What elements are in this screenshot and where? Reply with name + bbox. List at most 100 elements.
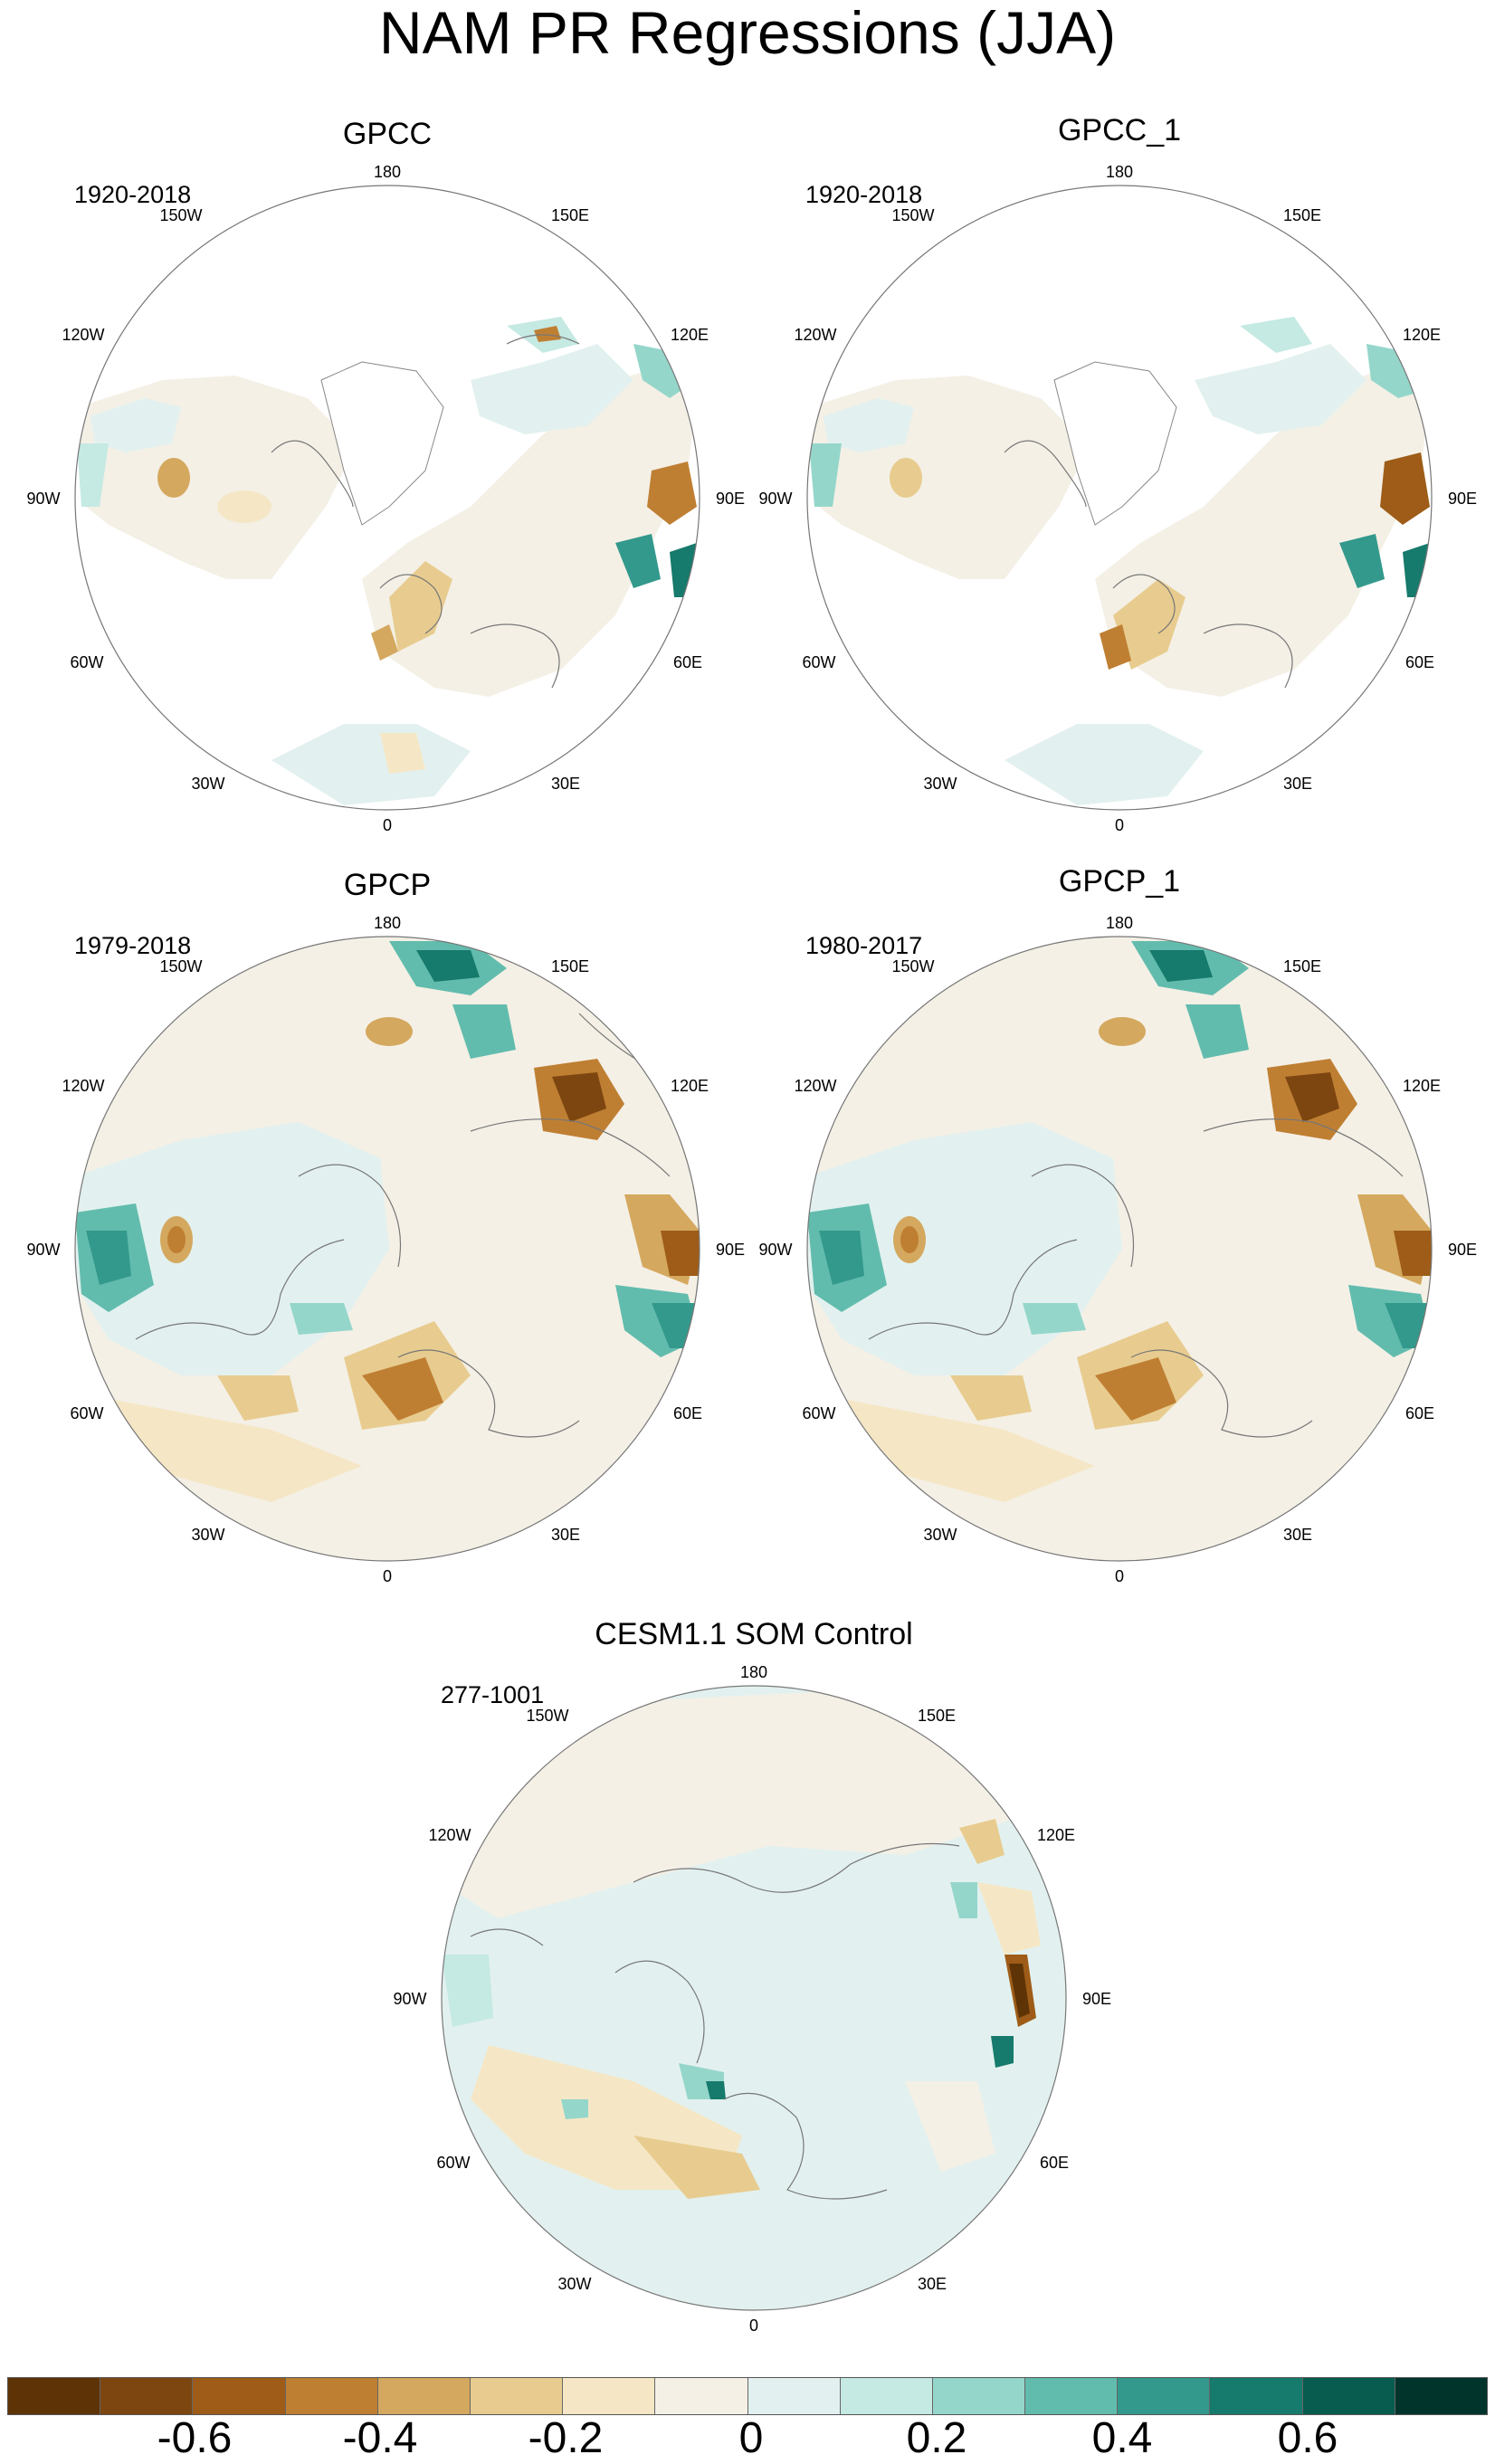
svg-text:30W: 30W: [191, 775, 224, 793]
svg-text:0: 0: [1115, 1567, 1124, 1585]
colorbar-box: [563, 2378, 656, 2414]
cesm-field: [442, 1686, 1066, 2310]
svg-text:180: 180: [1106, 163, 1133, 181]
svg-text:90W: 90W: [26, 490, 60, 508]
colorbar-box: [193, 2378, 286, 2414]
svg-text:120E: 120E: [671, 326, 709, 344]
svg-text:0: 0: [383, 1567, 392, 1585]
svg-text:120E: 120E: [671, 1077, 709, 1095]
svg-text:180: 180: [374, 163, 401, 181]
svg-text:30W: 30W: [923, 775, 957, 793]
main-title: NAM PR Regressions (JJA): [378, 0, 1117, 66]
svg-text:120W: 120W: [794, 326, 836, 344]
colorbar-box: [470, 2378, 564, 2414]
colorbar-box: [1025, 2378, 1119, 2414]
colorbar-box: [932, 2378, 1026, 2414]
lon-labels-cesm: 180 0 150W 120W 90W 60W 30W 150E 120E 90…: [393, 1663, 1111, 2335]
lon-labels-gpcp1: 180 0 150W 120W 90W 60W 30W 150E 120E 90…: [758, 914, 1477, 1585]
colorbar-box: [655, 2378, 748, 2414]
svg-text:60W: 60W: [70, 653, 103, 671]
svg-text:150W: 150W: [891, 957, 934, 975]
cesm-coastlines: [470, 1842, 960, 2200]
svg-text:90W: 90W: [758, 490, 792, 508]
gpcp1-field: [807, 937, 1432, 1561]
svg-text:90W: 90W: [758, 1241, 792, 1259]
period-cesm: 277-1001: [441, 1681, 545, 1708]
lon-labels-gpcp: 180 0 150W 120W 90W 60W 30W 150E 120E 90…: [26, 914, 745, 1585]
colorbar-box: [1395, 2378, 1487, 2414]
svg-text:90W: 90W: [393, 1990, 426, 2008]
svg-text:30E: 30E: [551, 1526, 580, 1544]
colorbar-label-06: 0.6: [1277, 2414, 1338, 2462]
period-gpcc: 1920-2018: [74, 181, 192, 208]
svg-text:30W: 30W: [557, 2275, 591, 2293]
gpcc-coastlines: [271, 334, 580, 689]
svg-text:90E: 90E: [1082, 1990, 1111, 2008]
svg-text:60E: 60E: [673, 653, 702, 671]
svg-text:150W: 150W: [159, 957, 202, 975]
colorbar-box: [1302, 2378, 1395, 2414]
svg-text:150W: 150W: [891, 206, 934, 224]
colorbar-box: [748, 2378, 841, 2414]
colorbar-label-neg02: -0.2: [528, 2414, 604, 2462]
gpcp1-coastlines: [868, 1118, 1404, 1438]
svg-text:60E: 60E: [673, 1404, 702, 1422]
svg-text:120W: 120W: [794, 1077, 836, 1095]
colorbar-box: [1210, 2378, 1303, 2414]
colorbar-label-zero: 0: [738, 2414, 764, 2462]
colorbar-box: [100, 2378, 194, 2414]
svg-text:90W: 90W: [26, 1241, 60, 1259]
svg-text:120W: 120W: [62, 326, 104, 344]
panel-title-gpcc1: GPCC_1: [1057, 113, 1182, 147]
svg-text:120E: 120E: [1403, 1077, 1441, 1095]
gpcc1-coastlines: [1004, 440, 1293, 689]
svg-text:150W: 150W: [526, 1707, 568, 1725]
svg-text:90E: 90E: [716, 490, 745, 508]
svg-text:180: 180: [740, 1663, 767, 1681]
svg-text:150E: 150E: [551, 957, 589, 975]
svg-text:60E: 60E: [1040, 2154, 1069, 2172]
colorbar-label-02: 0.2: [906, 2414, 967, 2462]
gpcc-field: [75, 186, 700, 810]
svg-text:30W: 30W: [191, 1526, 224, 1544]
svg-text:180: 180: [374, 914, 401, 932]
gpcp-field: [75, 937, 700, 1561]
svg-text:30E: 30E: [1283, 775, 1312, 793]
panel-title-gpcp1: GPCP_1: [1058, 864, 1181, 899]
colorbar-box: [840, 2378, 933, 2414]
svg-text:90E: 90E: [1448, 1241, 1477, 1259]
svg-text:30E: 30E: [1283, 1526, 1312, 1544]
colorbar: [7, 2377, 1488, 2415]
svg-text:0: 0: [1115, 816, 1124, 834]
period-gpcc1: 1920-2018: [805, 181, 923, 208]
svg-text:60W: 60W: [802, 1404, 835, 1422]
svg-text:150E: 150E: [1283, 957, 1321, 975]
svg-text:30E: 30E: [918, 2275, 947, 2293]
colorbar-box: [1118, 2378, 1211, 2414]
svg-text:60W: 60W: [802, 653, 835, 671]
colorbar-box: [377, 2378, 471, 2414]
panel-title-gpcp: GPCP: [343, 868, 432, 902]
svg-text:150E: 150E: [1283, 206, 1321, 224]
svg-text:0: 0: [383, 816, 392, 834]
svg-text:180: 180: [1106, 914, 1133, 932]
svg-text:60W: 60W: [70, 1404, 103, 1422]
svg-text:30W: 30W: [923, 1526, 957, 1544]
svg-text:90E: 90E: [1448, 490, 1477, 508]
panel-title-gpcc: GPCC: [342, 117, 433, 151]
svg-text:30E: 30E: [551, 775, 580, 793]
lon-labels-gpcc: 180 0 150W 120W 90W 60W 30W 150E 120E 90…: [26, 163, 745, 834]
svg-text:150E: 150E: [551, 206, 589, 224]
svg-text:120E: 120E: [1403, 326, 1441, 344]
svg-text:90E: 90E: [716, 1241, 745, 1259]
svg-text:150E: 150E: [918, 1707, 956, 1725]
period-gpcp: 1979-2018: [74, 932, 192, 959]
panel-title-cesm: CESM1.1 SOM Control: [595, 1617, 913, 1651]
svg-text:0: 0: [749, 2317, 758, 2335]
svg-text:60W: 60W: [436, 2154, 470, 2172]
colorbar-box: [285, 2378, 378, 2414]
gpcc1-field: [807, 186, 1432, 810]
lon-labels-gpcc1: 180 0 150W 120W 90W 60W 30W 150E 120E 90…: [758, 163, 1477, 834]
colorbar-label-neg04: -0.4: [342, 2414, 418, 2462]
